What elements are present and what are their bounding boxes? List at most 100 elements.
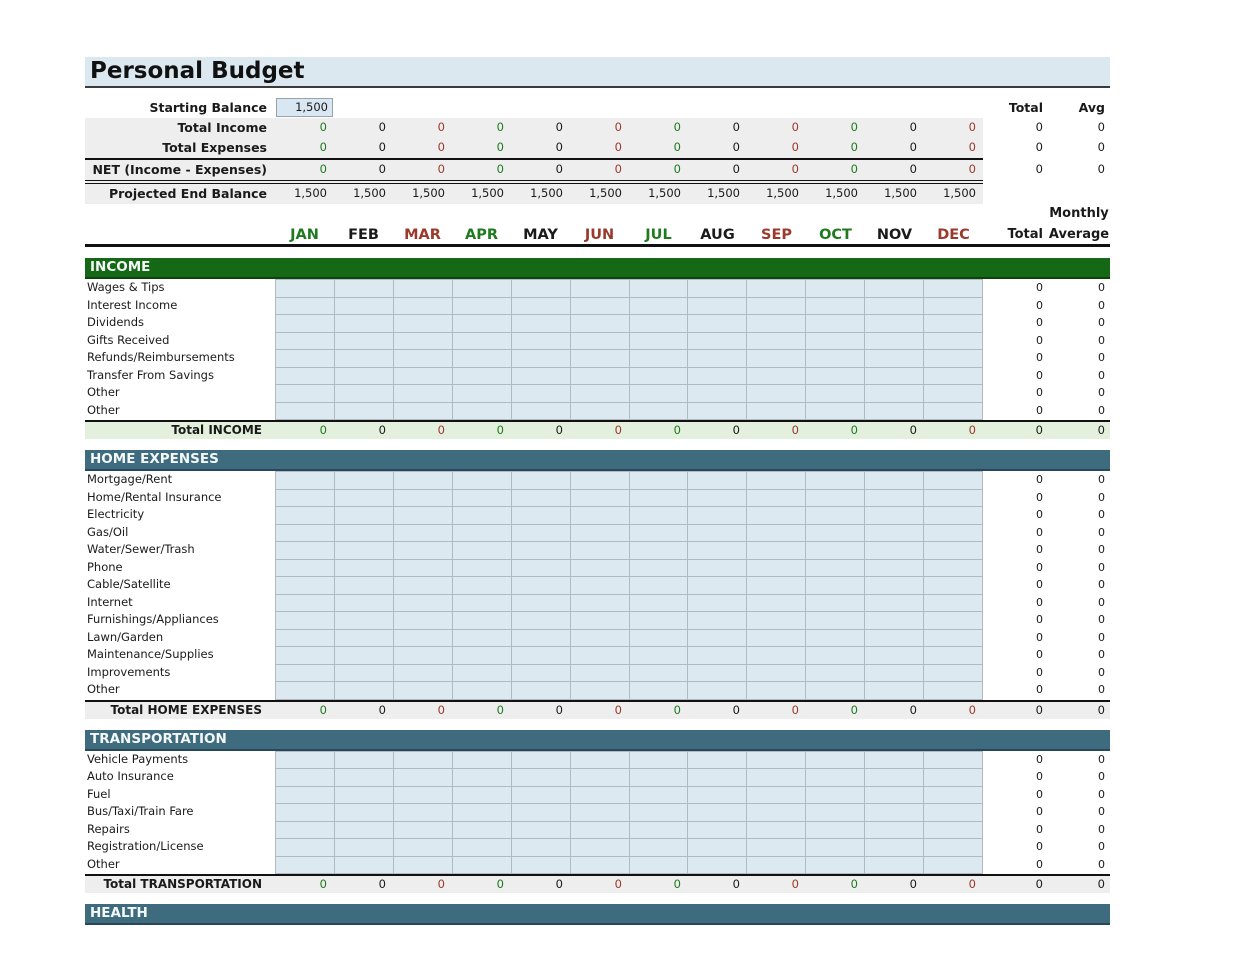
data-cell[interactable] — [511, 839, 570, 856]
data-cell[interactable] — [924, 839, 982, 856]
data-cell[interactable] — [629, 664, 688, 681]
item-label-cell[interactable]: Furnishings/Appliances — [87, 612, 219, 626]
data-cell[interactable] — [452, 385, 511, 402]
item-label-cell[interactable]: Electricity — [87, 507, 145, 521]
data-cell[interactable] — [570, 524, 629, 541]
data-cell[interactable] — [276, 332, 334, 349]
data-cell[interactable] — [570, 751, 629, 768]
item-label-cell[interactable]: Fuel — [87, 786, 111, 801]
data-cell[interactable] — [334, 280, 393, 297]
data-cell[interactable] — [629, 315, 688, 332]
data-cell[interactable] — [688, 682, 747, 699]
data-cell[interactable] — [393, 804, 452, 821]
data-cell[interactable] — [334, 821, 393, 838]
data-cell[interactable] — [924, 769, 982, 786]
data-cell[interactable] — [276, 367, 334, 384]
item-label-cell[interactable]: Other — [87, 402, 120, 417]
data-cell[interactable] — [747, 315, 806, 332]
data-cell[interactable] — [511, 682, 570, 699]
data-cell[interactable] — [806, 350, 865, 367]
data-cell[interactable] — [511, 472, 570, 489]
data-cell[interactable] — [806, 682, 865, 699]
data-cell[interactable] — [924, 489, 982, 506]
data-cell[interactable] — [334, 315, 393, 332]
data-cell[interactable] — [629, 542, 688, 559]
data-cell[interactable] — [570, 786, 629, 803]
data-cell[interactable] — [334, 856, 393, 873]
data-cell[interactable] — [393, 507, 452, 524]
item-label-cell[interactable]: Home/Rental Insurance — [87, 489, 222, 504]
data-cell[interactable] — [570, 472, 629, 489]
data-cell[interactable] — [865, 297, 924, 314]
data-cell[interactable] — [688, 280, 747, 297]
data-cell[interactable] — [511, 664, 570, 681]
data-cell[interactable] — [570, 402, 629, 419]
data-cell[interactable] — [629, 280, 688, 297]
item-label-cell[interactable]: Dividends — [87, 315, 145, 329]
data-cell[interactable] — [276, 542, 334, 559]
data-cell[interactable] — [570, 367, 629, 384]
data-cell[interactable] — [806, 315, 865, 332]
data-cell[interactable] — [276, 350, 334, 367]
data-cell[interactable] — [806, 297, 865, 314]
data-cell[interactable] — [688, 664, 747, 681]
data-cell[interactable] — [806, 367, 865, 384]
data-cell[interactable] — [334, 612, 393, 629]
data-cell[interactable] — [806, 856, 865, 873]
item-label-cell[interactable]: Improvements — [87, 664, 171, 679]
item-label-cell[interactable]: Gas/Oil — [87, 524, 129, 539]
data-cell[interactable] — [806, 385, 865, 402]
data-cell[interactable] — [747, 769, 806, 786]
data-cell[interactable] — [452, 297, 511, 314]
data-cell[interactable] — [806, 280, 865, 297]
data-cell[interactable] — [924, 332, 982, 349]
data-cell[interactable] — [806, 839, 865, 856]
data-cell[interactable] — [393, 769, 452, 786]
item-label-cell[interactable]: Wages & Tips — [87, 280, 165, 294]
data-cell[interactable] — [570, 577, 629, 594]
data-cell[interactable] — [688, 612, 747, 629]
data-cell[interactable] — [452, 856, 511, 873]
data-cell[interactable] — [865, 559, 924, 576]
data-cell[interactable] — [511, 804, 570, 821]
data-cell[interactable] — [393, 489, 452, 506]
data-cell[interactable] — [806, 507, 865, 524]
item-label-cell[interactable]: Bus/Taxi/Train Fare — [87, 804, 194, 818]
data-cell[interactable] — [924, 385, 982, 402]
data-cell[interactable] — [688, 315, 747, 332]
data-cell[interactable] — [747, 664, 806, 681]
data-cell[interactable] — [276, 682, 334, 699]
data-cell[interactable] — [865, 350, 924, 367]
data-cell[interactable] — [747, 489, 806, 506]
data-cell[interactable] — [924, 751, 982, 768]
data-cell[interactable] — [688, 559, 747, 576]
data-cell[interactable] — [865, 507, 924, 524]
data-cell[interactable] — [452, 507, 511, 524]
data-cell[interactable] — [452, 612, 511, 629]
data-cell[interactable] — [276, 385, 334, 402]
data-cell[interactable] — [570, 297, 629, 314]
data-cell[interactable] — [629, 769, 688, 786]
data-cell[interactable] — [629, 647, 688, 664]
data-cell[interactable] — [747, 612, 806, 629]
data-cell[interactable] — [511, 612, 570, 629]
data-cell[interactable] — [924, 804, 982, 821]
data-cell[interactable] — [865, 612, 924, 629]
data-cell[interactable] — [511, 594, 570, 611]
data-cell[interactable] — [688, 786, 747, 803]
data-cell[interactable] — [393, 594, 452, 611]
data-cell[interactable] — [629, 577, 688, 594]
data-cell[interactable] — [393, 402, 452, 419]
data-cell[interactable] — [747, 821, 806, 838]
data-cell[interactable] — [629, 507, 688, 524]
data-cell[interactable] — [629, 489, 688, 506]
data-cell[interactable] — [276, 821, 334, 838]
data-cell[interactable] — [747, 524, 806, 541]
data-cell[interactable] — [276, 629, 334, 646]
data-cell[interactable] — [452, 804, 511, 821]
data-cell[interactable] — [688, 350, 747, 367]
data-cell[interactable] — [629, 821, 688, 838]
data-cell[interactable] — [747, 350, 806, 367]
data-cell[interactable] — [452, 524, 511, 541]
data-cell[interactable] — [865, 332, 924, 349]
